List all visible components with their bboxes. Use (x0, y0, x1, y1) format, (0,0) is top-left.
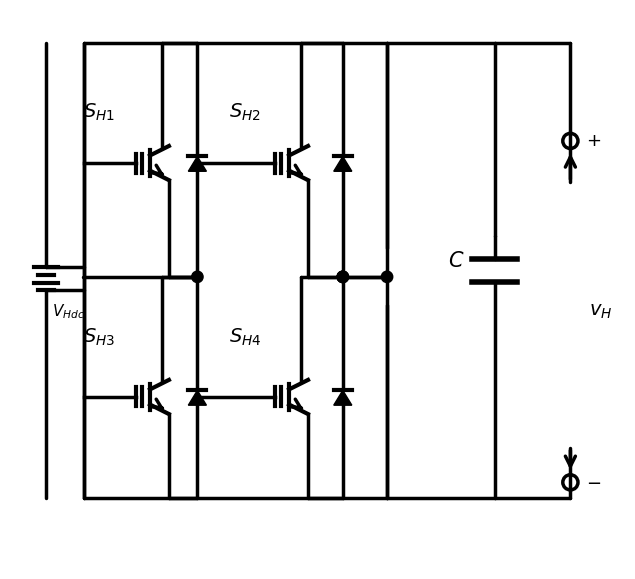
Polygon shape (189, 156, 206, 171)
Polygon shape (334, 156, 352, 171)
Text: $C$: $C$ (448, 251, 465, 271)
Polygon shape (189, 390, 206, 405)
Circle shape (382, 271, 392, 283)
Text: $+$: $+$ (586, 132, 601, 150)
Circle shape (337, 271, 349, 283)
Text: $v_H$: $v_H$ (589, 302, 613, 321)
Text: $-$: $-$ (586, 473, 601, 492)
Text: $S_{H3}$: $S_{H3}$ (83, 327, 116, 347)
Text: $V_{Hdc}$: $V_{Hdc}$ (52, 302, 85, 321)
Circle shape (192, 271, 203, 283)
Text: $S_{H2}$: $S_{H2}$ (229, 102, 261, 123)
Circle shape (337, 271, 349, 283)
Text: $S_{H4}$: $S_{H4}$ (229, 327, 261, 347)
Circle shape (337, 271, 349, 283)
Polygon shape (334, 390, 352, 405)
Text: $S_{H1}$: $S_{H1}$ (83, 102, 116, 123)
